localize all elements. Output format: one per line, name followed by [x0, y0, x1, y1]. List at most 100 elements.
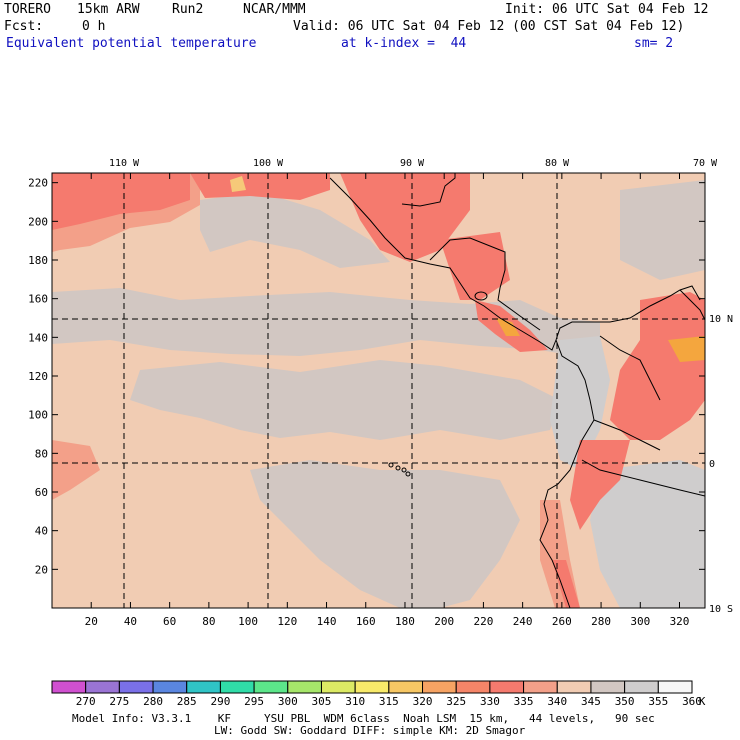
grey-patch-south-pacific — [250, 460, 520, 608]
grey-patch-caribbean — [620, 180, 705, 280]
colorbar — [51, 680, 693, 694]
x-tick-label: 200 — [434, 615, 454, 628]
y-tick-label: 140 — [28, 331, 48, 344]
border-venezuela — [679, 289, 705, 321]
coastline-yucatan — [401, 173, 456, 207]
colorbar-swatch — [590, 680, 626, 694]
border-ecuador — [593, 419, 661, 451]
galapagos-island-4 — [405, 471, 411, 477]
x-axis-labels: 20 40 60 80 100 120 140 160 180 200 220 240 260 280 30… — [85, 615, 690, 628]
y-tick-label: 40 — [35, 525, 48, 538]
hottest-spot-mexico — [230, 176, 246, 192]
galapagos-island-2 — [395, 465, 401, 471]
colorbar-swatch — [287, 680, 322, 694]
colorbar-swatch — [556, 680, 592, 694]
colorbar-label: 315 — [379, 695, 399, 708]
model-org: NCAR/MMM — [243, 2, 306, 17]
grey-patch-amazon — [590, 460, 705, 608]
colorbar-label: 285 — [177, 695, 197, 708]
colorbar-swatch — [624, 680, 659, 694]
footer-physics-info: LW: Godd SW: Goddard DIFF: simple KM: 2D… — [214, 724, 526, 737]
latitude-label: 10 N — [709, 314, 733, 325]
axis-ticks — [52, 173, 705, 608]
x-tick-label: 120 — [277, 615, 297, 628]
x-tick-label: 20 — [85, 615, 98, 628]
colorbar-labels: 270 275 280 285 290 295 300 305 310 315 320 325 330 3… — [76, 695, 706, 708]
colorbar-label: 300 — [278, 695, 298, 708]
y-tick-label: 100 — [28, 409, 48, 422]
theta-e-field — [52, 173, 705, 608]
very-warm-region-peru-coast — [552, 560, 580, 608]
y-tick-label: 200 — [28, 215, 48, 228]
colorbar-swatch — [422, 680, 457, 694]
model-run: Run2 — [172, 2, 204, 17]
colorbar-swatch — [152, 680, 188, 694]
y-tick-label: 220 — [28, 177, 48, 190]
colorbar-label: 335 — [514, 695, 534, 708]
border-colombia — [599, 335, 661, 401]
y-tick-label: 20 — [35, 563, 48, 576]
x-tick-label: 320 — [670, 615, 690, 628]
colorbar-label: 360 — [682, 695, 702, 708]
colorbar-unit: K — [699, 695, 706, 708]
latitude-label: 0 — [709, 459, 715, 470]
smoothing-info: sm= 2 — [634, 36, 674, 51]
coastline-caribbean-central-america — [429, 237, 541, 331]
x-tick-label: 300 — [630, 615, 650, 628]
colorbar-swatch — [219, 680, 255, 694]
colorbar-label: 350 — [615, 695, 635, 708]
grey-patch-gulf — [200, 192, 390, 268]
colorbar-swatch — [253, 680, 289, 694]
y-tick-label: 160 — [28, 293, 48, 306]
x-tick-label: 60 — [163, 615, 176, 628]
longitude-labels: 110 W 100 W 90 W 80 W 70 W — [109, 158, 718, 169]
colorbar-label: 320 — [413, 695, 433, 708]
longitude-label: 80 W — [545, 158, 570, 169]
field-name: Equivalent potential temperature — [6, 36, 257, 51]
latitude-label: 10 S — [709, 604, 733, 615]
colorbar-swatch — [523, 680, 558, 694]
y-tick-label: 120 — [28, 370, 48, 383]
x-tick-label: 260 — [552, 615, 572, 628]
hot-spot-colombia — [668, 336, 705, 362]
colorbar-label: 340 — [547, 695, 567, 708]
y-tick-label: 60 — [35, 486, 48, 499]
lake-nicaragua — [474, 291, 488, 301]
model-name: TORERO — [4, 2, 51, 17]
colorbar-swatch — [354, 680, 390, 694]
graticule — [52, 173, 705, 608]
x-tick-label: 280 — [591, 615, 611, 628]
footer-model-info: Model Info: V3.3.1 KF YSU PBL WDM 6class… — [72, 712, 655, 725]
forecast-label: Fcst: — [4, 19, 44, 34]
colorbar-label: 345 — [581, 695, 601, 708]
very-warm-region-northwest — [52, 173, 190, 230]
colorbar-label: 290 — [210, 695, 230, 708]
coastline-pacific-central-america — [329, 177, 701, 351]
x-tick-label: 80 — [202, 615, 215, 628]
colorbar-label: 270 — [76, 695, 96, 708]
colorbar-label: 305 — [312, 695, 332, 708]
very-warm-region-mexico — [190, 173, 330, 200]
very-warm-region-colombia — [610, 292, 705, 440]
colorbar-swatch — [320, 680, 356, 694]
longitude-label: 100 W — [253, 158, 284, 169]
x-tick-label: 160 — [356, 615, 376, 628]
grey-patch-andes — [550, 336, 610, 470]
coastline-south-america-west — [539, 339, 595, 608]
x-tick-label: 220 — [473, 615, 493, 628]
colorbar-swatch — [85, 680, 120, 694]
y-axis-labels: 220 200 180 160 140 120 100 80 60 40 20 — [28, 177, 48, 577]
longitude-label: 90 W — [400, 158, 425, 169]
init-time: Init: 06 UTC Sat 04 Feb 12 — [505, 2, 709, 17]
colorbar-swatch — [489, 680, 525, 694]
grey-band-north — [52, 288, 600, 360]
colorbar-label: 355 — [648, 695, 668, 708]
y-tick-label: 180 — [28, 254, 48, 267]
hot-spot-costa-rica — [496, 318, 520, 336]
galapagos-island-1 — [388, 462, 394, 468]
colorbar-swatch — [388, 680, 424, 694]
level-info: at k-index = 44 — [341, 36, 467, 51]
x-tick-label: 180 — [395, 615, 415, 628]
grey-patch-east-pacific — [130, 360, 560, 440]
